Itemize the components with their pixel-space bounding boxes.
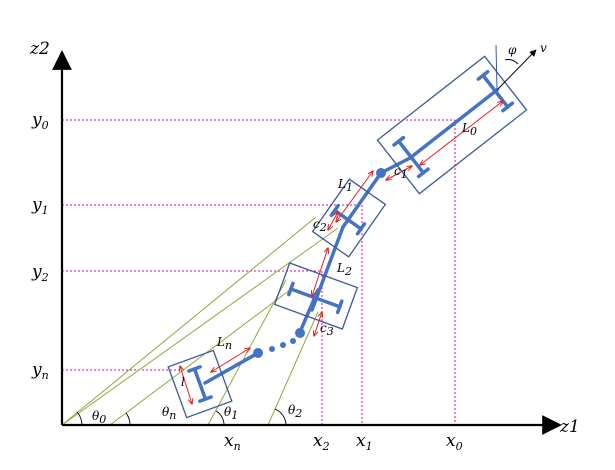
dimension-arrows bbox=[180, 101, 503, 404]
x-tick-0: x0 bbox=[446, 431, 463, 453]
length-L0: L0 bbox=[461, 121, 477, 138]
z2-axis-label: z2 bbox=[29, 39, 50, 59]
hitch-links bbox=[203, 88, 499, 385]
vehicle-n-body bbox=[167, 349, 233, 419]
heading-line bbox=[495, 44, 498, 91]
arc-thetan bbox=[125, 412, 131, 426]
ellipsis-dot-1 bbox=[269, 346, 275, 352]
x-tick-n: xn bbox=[224, 431, 241, 453]
angle-theta0: θ0 bbox=[92, 409, 106, 426]
link-Ln bbox=[203, 351, 260, 385]
guide-lines bbox=[62, 119, 456, 425]
length-L2: L2 bbox=[336, 261, 352, 278]
offset-c2: c2 bbox=[313, 217, 327, 234]
angle-theta1: θ1 bbox=[224, 405, 238, 422]
angle-theta2: θ2 bbox=[288, 403, 302, 420]
ellipsis-dot-2 bbox=[280, 342, 286, 348]
ray-theta1 bbox=[207, 279, 287, 426]
vehicle-n bbox=[167, 349, 233, 419]
arc-theta1 bbox=[215, 410, 225, 426]
angle-arcs bbox=[76, 408, 287, 426]
y-tick-n: yn bbox=[31, 360, 49, 382]
length-Ln: Ln bbox=[216, 335, 232, 352]
y-tick-2: y2 bbox=[31, 262, 49, 284]
steer-arc bbox=[504, 59, 519, 65]
ray-theta0-a bbox=[61, 216, 317, 426]
ellipsis-dot-3 bbox=[290, 338, 296, 344]
angle-rays bbox=[61, 216, 339, 426]
dim-L1 bbox=[336, 171, 373, 222]
dim-l bbox=[180, 366, 192, 404]
dim-Ln bbox=[211, 348, 250, 372]
ray-thetan bbox=[109, 289, 291, 426]
hitch-joints bbox=[253, 168, 386, 358]
velocity-v: v bbox=[540, 41, 547, 55]
offset-c3: c3 bbox=[320, 321, 334, 338]
link-L0-body bbox=[408, 88, 499, 160]
joint-3 bbox=[295, 328, 305, 338]
vehicle-n-axle bbox=[187, 365, 213, 403]
vehicle-0-rear-axle bbox=[392, 135, 430, 179]
dim-c2 bbox=[328, 212, 338, 230]
width-l: l bbox=[181, 375, 185, 389]
arc-theta2 bbox=[274, 408, 287, 426]
x-tick-1: x1 bbox=[356, 431, 373, 453]
vehicle-2-axle bbox=[287, 281, 344, 315]
y-tick-1: y1 bbox=[31, 195, 49, 217]
angle-thetan: θn bbox=[162, 405, 176, 422]
velocity-arrow bbox=[496, 49, 537, 91]
ray-theta2 bbox=[267, 311, 319, 426]
offset-c1: c1 bbox=[394, 164, 408, 181]
vehicle-0-front-axle bbox=[476, 69, 515, 113]
dim-c1 bbox=[386, 166, 412, 180]
dim-L0 bbox=[420, 101, 503, 165]
length-L1: L1 bbox=[337, 177, 353, 194]
z1-axis-label: z1 bbox=[559, 417, 580, 437]
ray-theta0-b bbox=[61, 227, 339, 426]
steer-phi: φ bbox=[508, 43, 517, 57]
y-tick-0: y0 bbox=[31, 110, 49, 132]
labels: z2 z1 y0 y1 y2 yn xn x2 x1 x0 θ0 θn θ1 θ… bbox=[29, 39, 580, 453]
dim-c3 bbox=[314, 312, 322, 336]
x-tick-2: x2 bbox=[313, 431, 330, 453]
joint-1 bbox=[376, 168, 386, 178]
joint-n bbox=[253, 348, 263, 358]
dim-L2 bbox=[312, 248, 328, 296]
